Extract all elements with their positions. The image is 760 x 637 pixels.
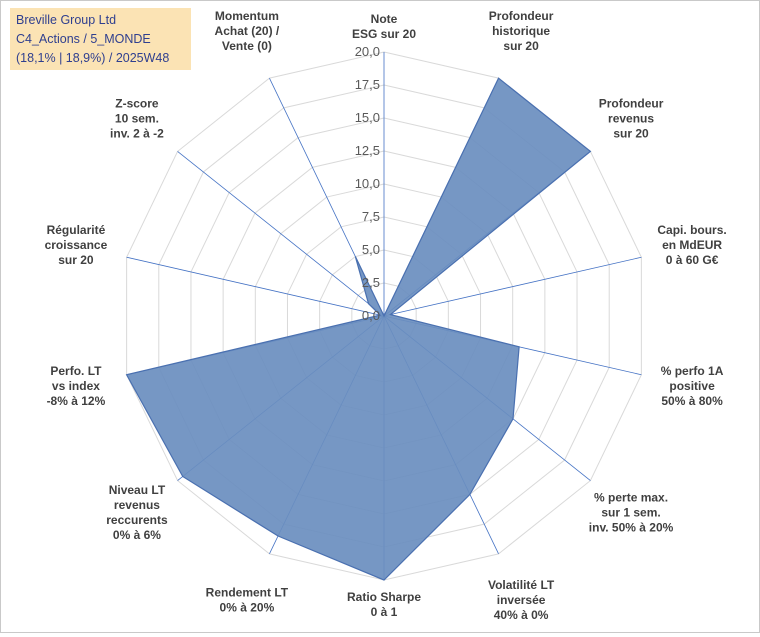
- axis-label: Note ESG sur 20: [352, 12, 416, 41]
- axis-labels: Note ESG sur 20 Profondeur historique sur 20…: [45, 9, 727, 622]
- tick-label: 0,0: [362, 308, 380, 323]
- axis-label: Profondeur revenus sur 20: [599, 96, 664, 140]
- series-polygon: [125, 77, 592, 581]
- axis-spoke: [383, 256, 642, 317]
- axis-label: % perte max. sur 1 sem. inv. 50% à 20%: [589, 491, 674, 535]
- tick-label: 12,5: [355, 143, 380, 158]
- info-box: Breville Group Ltd C4_Actions / 5_MONDE …: [10, 8, 191, 70]
- series-area: [125, 77, 592, 581]
- tick-label: 5,0: [362, 242, 380, 257]
- tick-label: 2,5: [362, 275, 380, 290]
- tick-label: 10,0: [355, 176, 380, 191]
- axis-label: Momentum Achat (20) / Vente (0): [215, 9, 280, 53]
- axis-label: Capi. bours. en MdEUR 0 à 60 G€: [657, 223, 726, 267]
- portfolio-name: C4_Actions / 5_MONDE: [16, 32, 151, 46]
- tick-label: 15,0: [355, 110, 380, 125]
- axis-label: % perfo 1A positive 50% à 80%: [661, 364, 724, 408]
- axis-spoke: [126, 256, 385, 317]
- axis-label: Rendement LT 0% à 20%: [206, 586, 289, 615]
- tick-label: 17,5: [355, 77, 380, 92]
- axis-spoke: [177, 151, 385, 317]
- axis-label: Z-score 10 sem. inv. 2 à -2: [110, 96, 164, 140]
- axis-label: Perfo. LT vs index -8% à 12%: [47, 364, 106, 408]
- axis-label: Profondeur historique sur 20: [489, 9, 554, 53]
- axis-label: Régularité croissance sur 20: [45, 223, 108, 267]
- score-period: (18,1% | 18,9%) / 2025W48: [16, 51, 170, 65]
- company-name: Breville Group Ltd: [16, 13, 117, 27]
- tick-label: 20,0: [355, 44, 380, 59]
- tick-labels: 0,0 2,5 5,0 7,5 10,0 12,5 15,0 17,5 20,0: [355, 44, 380, 323]
- axis-label: Volatilité LT inversée 40% à 0%: [488, 578, 555, 622]
- axis-label: Ratio Sharpe 0 à 1: [347, 590, 421, 619]
- tick-label: 7,5: [362, 209, 380, 224]
- axis-label: Niveau LT revenus reccurents 0% à 6%: [106, 483, 168, 542]
